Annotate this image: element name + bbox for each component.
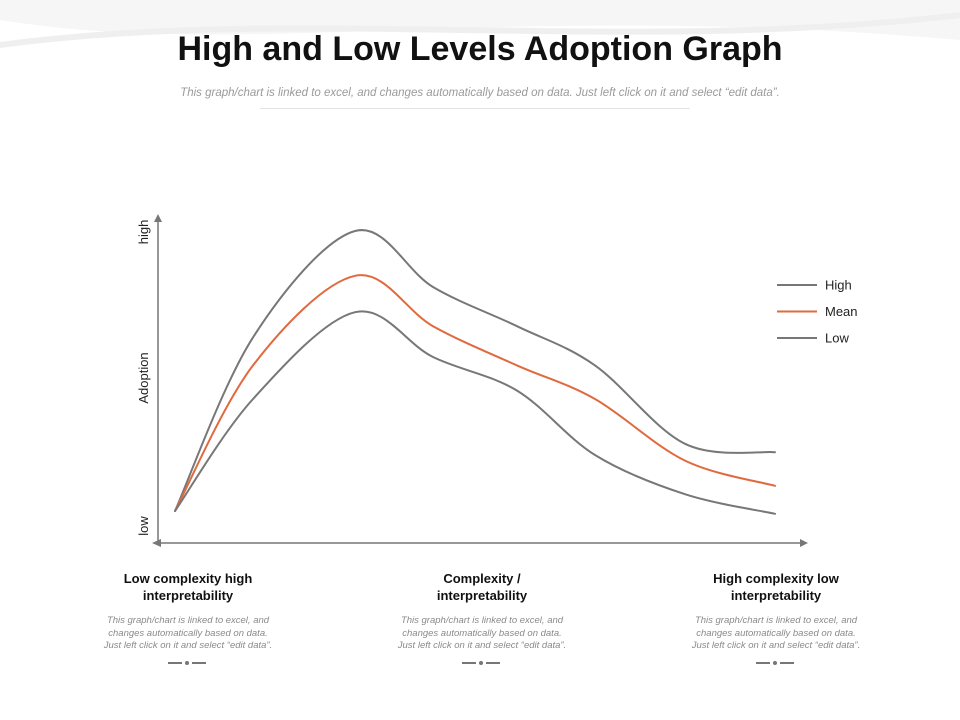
divider-ornament-icon (168, 659, 208, 667)
page-title: High and Low Levels Adoption Graph (177, 30, 783, 68)
y-tick-high: high (136, 220, 151, 245)
column-title: Complexity / interpretability (436, 571, 528, 603)
column-description: This graph/chart is linked to excel, and… (103, 615, 273, 651)
subtitle-divider (260, 108, 690, 109)
column-title: High complexity low interpretability (713, 571, 839, 603)
legend-label-low: Low (825, 331, 849, 346)
column-low-complexity: Low complexity high interpretability Thi… (78, 570, 298, 667)
legend-label-high: High (825, 278, 852, 293)
background-swoosh (0, 0, 960, 48)
page-subtitle: This graph/chart is linked to excel, and… (180, 87, 780, 99)
divider-ornament-icon (756, 659, 796, 667)
divider-ornament-icon (462, 659, 502, 667)
column-title: Low complexity high interpretability (123, 571, 253, 603)
y-axis-label: Adoption (136, 352, 151, 403)
column-complexity: Complexity / interpretability This graph… (372, 570, 592, 667)
column-description: This graph/chart is linked to excel, and… (691, 615, 861, 651)
legend-label-mean: Mean (825, 304, 858, 319)
y-tick-low: low (136, 516, 151, 536)
column-description: This graph/chart is linked to excel, and… (397, 615, 567, 651)
series-line-high (174, 229, 776, 512)
column-high-complexity: High complexity low interpretability Thi… (666, 570, 886, 667)
x-axis-start-arrow (152, 539, 161, 547)
series-line-low (174, 310, 776, 515)
series-line-mean (174, 274, 776, 512)
